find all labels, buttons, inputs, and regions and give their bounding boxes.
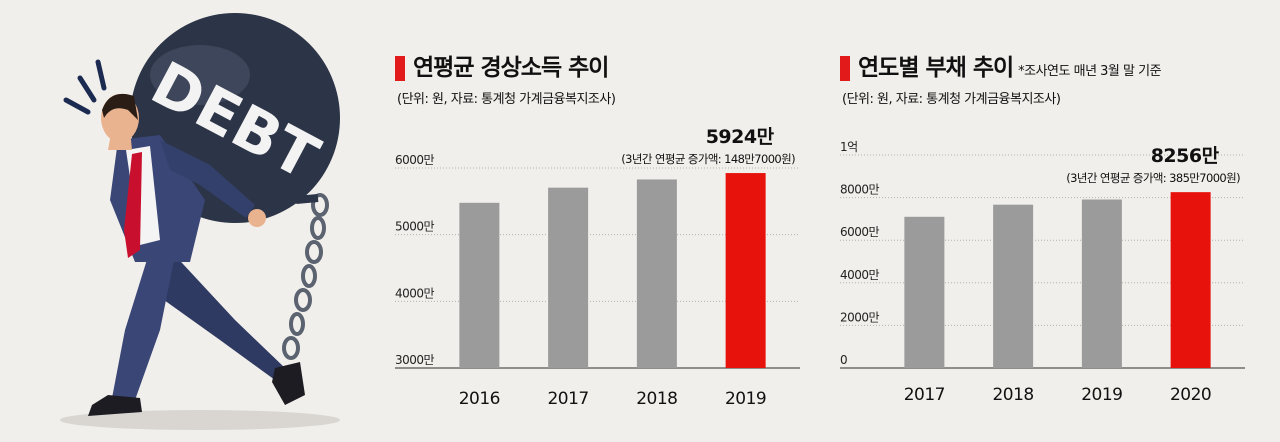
y-tick-label: 0 xyxy=(840,353,847,367)
y-tick-label: 4000만 xyxy=(840,268,880,282)
debt-chart-plot: 0 2000만 4000만 6000만 8000만 1억 2017 2018 2019 2020 8… xyxy=(840,140,1245,405)
debt-illustration: DEBT xyxy=(60,13,340,430)
highlight-value-label: 5924만 xyxy=(706,126,775,148)
bar-highlight xyxy=(1170,192,1211,368)
highlight-note-label: (3년간 연평균 증가액: 385만7000원) xyxy=(1066,171,1240,185)
bar xyxy=(1081,199,1122,368)
y-tick-label: 8000만 xyxy=(840,183,880,197)
income-chart-source: (단위: 원, 자료: 통계청 가계금융복지조사) xyxy=(397,92,616,107)
x-tick-label: 2018 xyxy=(636,389,677,409)
floor-shadow xyxy=(60,410,340,430)
y-tick-label: 1억 xyxy=(840,140,858,154)
title-accent-bar xyxy=(395,56,405,81)
stress-marks-icon xyxy=(63,59,107,115)
chain-icon xyxy=(282,193,329,360)
income-chart: 연평균 경상소득 추이 (단위: 원, 자료: 통계청 가계금융복지조사) 30… xyxy=(395,0,815,442)
debt-chart-header: 연도별 부채 추이 *조사연도 매년 3월 말 기준 xyxy=(840,55,1162,81)
x-tick-label: 2017 xyxy=(904,385,945,405)
bar-highlight xyxy=(725,173,766,368)
income-chart-title: 연평균 경상소득 추이 xyxy=(413,55,609,81)
y-tick-label: 6000만 xyxy=(840,225,880,239)
highlight-note-label: (3년간 연평균 증가액: 148만7000원) xyxy=(621,152,795,166)
bar xyxy=(904,216,945,368)
income-chart-plot: 3000만 4000만 5000만 6000만 2016 2017 2018 2019 5924… xyxy=(395,126,800,409)
debt-chart-title-note: *조사연도 매년 3월 말 기준 xyxy=(1018,64,1162,79)
title-accent-bar xyxy=(840,56,850,81)
y-tick-label: 3000만 xyxy=(395,353,435,367)
highlight-value-label: 8256만 xyxy=(1151,145,1220,167)
x-tick-label: 2020 xyxy=(1170,385,1211,405)
bar xyxy=(993,204,1034,368)
income-chart-header: 연평균 경상소득 추이 xyxy=(395,55,609,81)
debt-chart-title: 연도별 부채 추이 xyxy=(858,55,1014,81)
y-tick-label: 4000만 xyxy=(395,286,435,300)
x-tick-label: 2019 xyxy=(1081,385,1122,405)
x-tick-label: 2016 xyxy=(459,389,500,409)
x-tick-label: 2018 xyxy=(992,385,1033,405)
y-tick-label: 5000만 xyxy=(395,220,435,234)
bar xyxy=(459,202,500,368)
y-tick-label: 6000만 xyxy=(395,153,435,167)
bar xyxy=(636,179,677,368)
x-tick-label: 2017 xyxy=(547,389,588,409)
y-tick-label: 2000만 xyxy=(840,310,880,324)
debt-chart: 연도별 부채 추이 *조사연도 매년 3월 말 기준 (단위: 원, 자료: 통… xyxy=(840,0,1260,442)
x-tick-label: 2019 xyxy=(725,389,766,409)
debt-chart-source: (단위: 원, 자료: 통계청 가계금융복지조사) xyxy=(842,92,1061,107)
bar xyxy=(548,187,589,368)
businessman-figure xyxy=(88,93,305,416)
